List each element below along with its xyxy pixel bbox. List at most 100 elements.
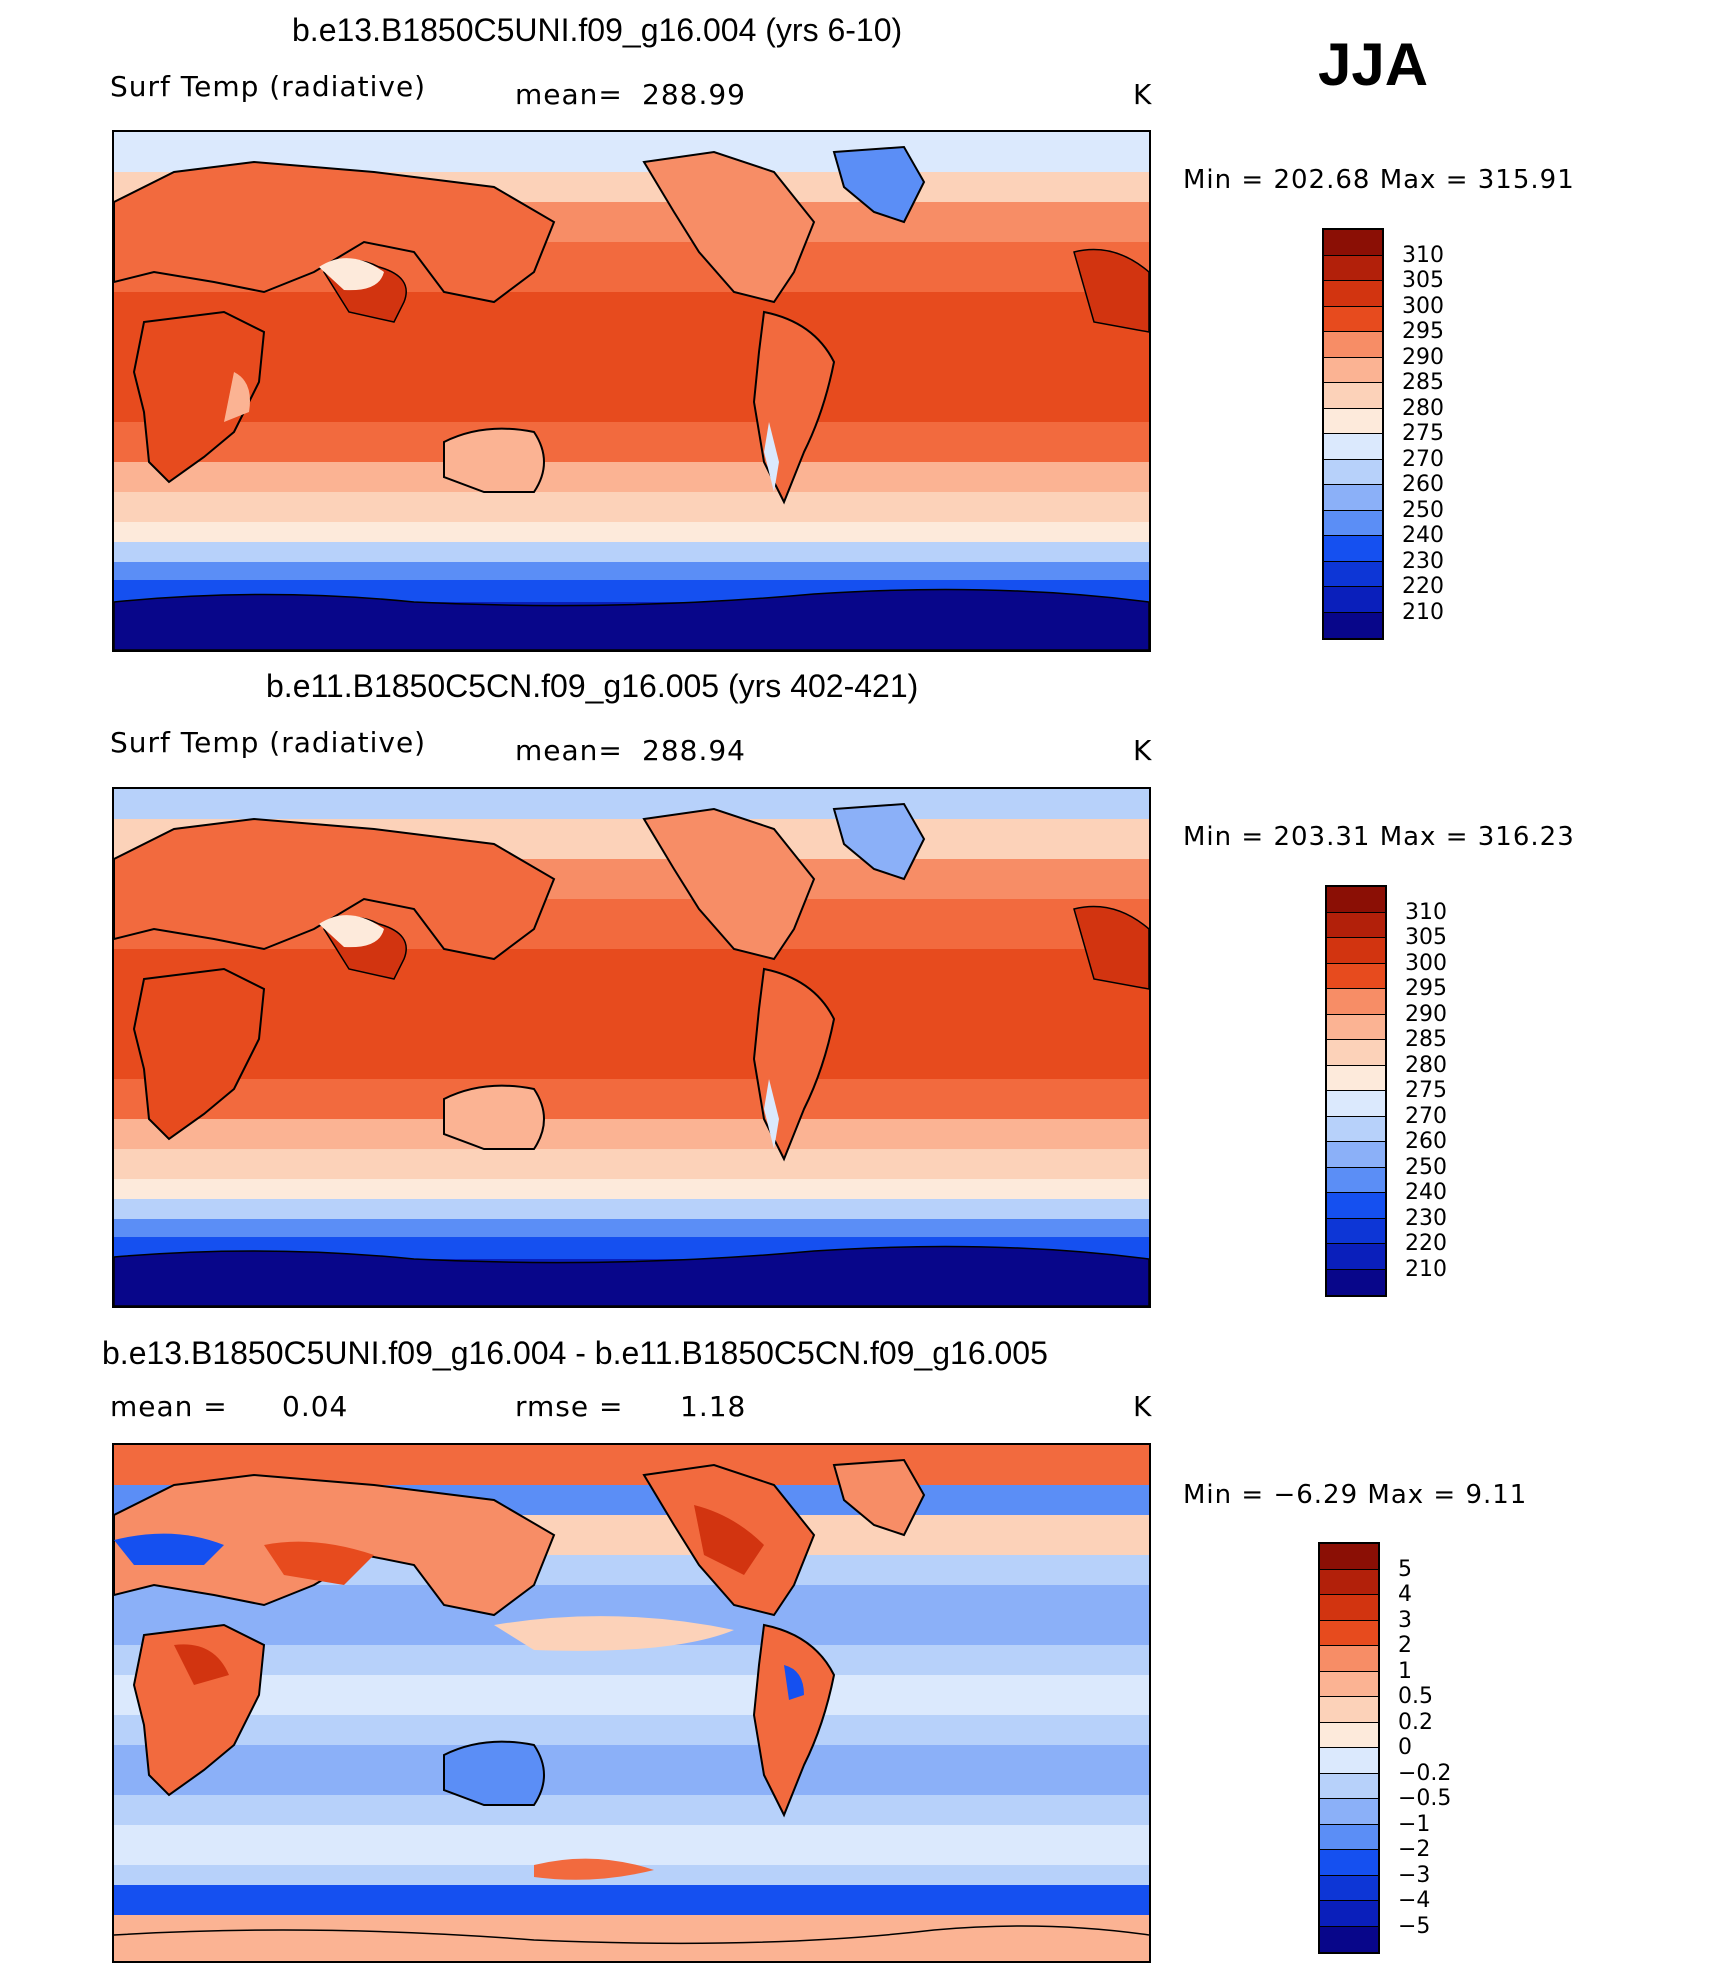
colorbar-swatch	[1327, 887, 1385, 913]
colorbar-swatch	[1320, 1748, 1378, 1774]
colorbar-tick-label: 305	[1402, 268, 1444, 293]
colorbar-swatch	[1324, 383, 1382, 409]
colorbar-swatch	[1327, 1040, 1385, 1066]
colorbar-swatch	[1320, 1875, 1378, 1901]
colorbar-tick-label: 285	[1405, 1027, 1447, 1052]
panel2-colorbar	[1325, 885, 1387, 1297]
panel3-minmax: Min = −6.29 Max = 9.11	[1183, 1480, 1528, 1510]
colorbar-tick-label: −2	[1398, 1837, 1431, 1862]
colorbar-tick-label: 210	[1405, 1256, 1447, 1282]
colorbar-swatch	[1327, 938, 1385, 964]
colorbar-tick-label: 2	[1398, 1633, 1412, 1658]
colorbar-tick-label: 275	[1402, 421, 1444, 446]
colorbar-tick-label: 250	[1402, 497, 1444, 523]
colorbar-tick-label: −1	[1398, 1811, 1431, 1837]
colorbar-swatch	[1327, 1014, 1385, 1040]
colorbar-swatch	[1327, 1091, 1385, 1117]
panel1-map	[112, 130, 1151, 652]
colorbar-tick-label: 290	[1402, 344, 1444, 370]
colorbar-tick-label: 300	[1405, 950, 1447, 976]
colorbar-swatch	[1327, 989, 1385, 1015]
colorbar-tick-label: 300	[1402, 293, 1444, 319]
colorbar-swatch	[1324, 306, 1382, 332]
panel1-units: K	[1133, 78, 1153, 111]
colorbar-tick-label: 0.2	[1398, 1709, 1433, 1735]
colorbar-tick-label: 295	[1402, 319, 1444, 344]
colorbar-tick-label: 280	[1402, 395, 1444, 421]
panel1-colorbar	[1322, 228, 1384, 640]
colorbar-tick-label: 0	[1398, 1735, 1412, 1760]
colorbar-tick-label: 290	[1405, 1001, 1447, 1027]
colorbar-tick-label: 250	[1405, 1154, 1447, 1180]
colorbar-swatch	[1324, 230, 1382, 256]
colorbar-tick-label: 240	[1402, 523, 1444, 548]
colorbar-tick-label: 270	[1405, 1103, 1447, 1129]
colorbar-swatch	[1327, 1167, 1385, 1193]
colorbar-swatch	[1324, 561, 1382, 587]
colorbar-tick-label: 220	[1405, 1231, 1447, 1256]
panel2-map	[112, 787, 1151, 1308]
colorbar-swatch	[1327, 1244, 1385, 1270]
colorbar-swatch	[1320, 1595, 1378, 1621]
colorbar-swatch	[1320, 1824, 1378, 1850]
panel2-variable-label: Surf Temp (radiative)	[110, 726, 427, 759]
panel3-map-field	[114, 1445, 1149, 1961]
panel3-colorbar	[1318, 1542, 1380, 1954]
colorbar-swatch	[1320, 1697, 1378, 1723]
colorbar-tick-label: −3	[1398, 1862, 1431, 1888]
colorbar-swatch	[1324, 332, 1382, 358]
panel1-mean-value: 288.99	[642, 78, 746, 111]
colorbar-swatch	[1320, 1773, 1378, 1799]
panel2-units: K	[1133, 734, 1153, 767]
panel3-map	[112, 1443, 1151, 1963]
colorbar-swatch	[1320, 1850, 1378, 1876]
colorbar-swatch	[1320, 1901, 1378, 1927]
colorbar-swatch	[1324, 485, 1382, 511]
panel1-mean-label: mean=	[515, 78, 623, 111]
colorbar-tick-label: 275	[1405, 1078, 1447, 1103]
colorbar-tick-label: 295	[1405, 976, 1447, 1001]
colorbar-swatch	[1327, 1218, 1385, 1244]
panel3-rmse-label: rmse =	[515, 1390, 624, 1423]
colorbar-tick-label: 310	[1402, 242, 1444, 268]
panel2-title: b.e11.B1850C5CN.f09_g16.005 (yrs 402-421…	[266, 668, 919, 704]
panel1-minmax: Min = 202.68 Max = 315.91	[1183, 165, 1575, 195]
panel2-mean-value: 288.94	[642, 734, 746, 767]
colorbar-tick-label: 280	[1405, 1052, 1447, 1078]
colorbar-tick-label: 270	[1402, 446, 1444, 472]
colorbar-swatch	[1327, 1193, 1385, 1219]
panel2-map-field	[114, 789, 1149, 1306]
colorbar-tick-label: 285	[1402, 370, 1444, 395]
colorbar-swatch	[1320, 1926, 1378, 1952]
colorbar-tick-label: 260	[1405, 1129, 1447, 1154]
panel1-map-field	[114, 132, 1149, 650]
colorbar-swatch	[1320, 1569, 1378, 1595]
colorbar-swatch	[1324, 281, 1382, 307]
colorbar-swatch	[1320, 1544, 1378, 1570]
colorbar-tick-label: 230	[1405, 1205, 1447, 1231]
colorbar-tick-label: 260	[1402, 472, 1444, 497]
colorbar-tick-label: 0.5	[1398, 1684, 1433, 1709]
colorbar-tick-label: −4	[1398, 1888, 1431, 1913]
colorbar-tick-label: −0.5	[1398, 1786, 1452, 1811]
colorbar-swatch	[1327, 1142, 1385, 1168]
colorbar-tick-label: 210	[1402, 599, 1444, 625]
panel2-mean-label: mean=	[515, 734, 623, 767]
colorbar-tick-label: 1	[1398, 1658, 1412, 1684]
panel3-title: b.e13.B1850C5UNI.f09_g16.004 - b.e11.B18…	[102, 1335, 1048, 1371]
panel1-title: b.e13.B1850C5UNI.f09_g16.004 (yrs 6-10)	[292, 12, 903, 48]
colorbar-swatch	[1324, 255, 1382, 281]
colorbar-tick-label: −5	[1398, 1913, 1431, 1939]
colorbar-tick-label: 310	[1405, 899, 1447, 925]
colorbar-swatch	[1324, 459, 1382, 485]
colorbar-tick-label: 5	[1398, 1556, 1412, 1582]
colorbar-tick-label: 240	[1405, 1180, 1447, 1205]
colorbar-tick-label: 4	[1398, 1582, 1412, 1607]
colorbar-swatch	[1320, 1722, 1378, 1748]
colorbar-swatch	[1324, 357, 1382, 383]
colorbar-swatch	[1324, 434, 1382, 460]
colorbar-swatch	[1327, 912, 1385, 938]
season-label: JJA	[1318, 31, 1429, 98]
panel3-rmse-value: 1.18	[680, 1390, 747, 1423]
colorbar-swatch	[1320, 1799, 1378, 1825]
